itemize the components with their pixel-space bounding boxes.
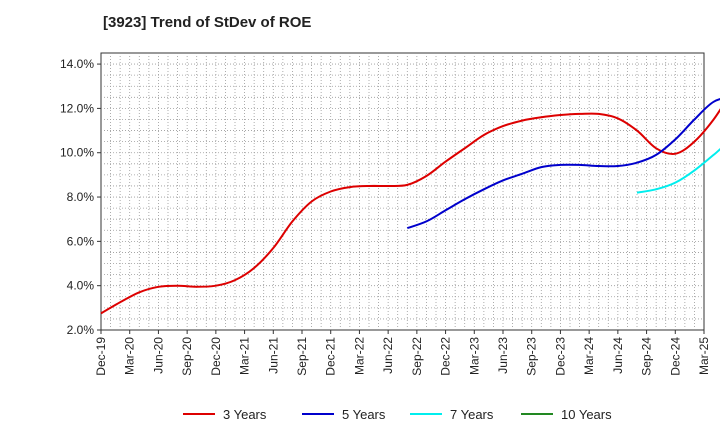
x-tick-label: Jun-21 [266,337,280,374]
y-tick-label: 6.0% [67,234,95,248]
legend: 3 Years 5 Years 7 Years 10 Years [183,407,612,422]
y-tick-label: 2.0% [67,323,95,337]
y-tick-label: 8.0% [67,190,95,204]
x-tick-label: Jun-23 [496,337,510,374]
x-tick-label: Mar-25 [697,337,711,375]
x-tick-label: Sep-22 [410,337,424,376]
x-tick-label: Dec-22 [439,337,453,376]
y-tick-label: 4.0% [67,279,95,293]
x-tick-label: Dec-23 [553,337,567,376]
x-tick-label: Mar-23 [467,337,481,375]
x-tick-label: Jun-24 [611,337,625,374]
series-line-7-years [636,147,720,194]
x-axis: Dec-19 Mar-20 Jun-20 Sep-20 Dec-20 Mar-21 Jun-… [94,330,711,376]
legend-label: 3 Years [223,407,267,422]
legend-label: 5 Years [342,407,386,422]
series-line-5-years [406,98,720,230]
x-tick-label: Mar-21 [238,337,252,375]
grid [101,53,704,330]
legend-label: 10 Years [561,407,612,422]
plot-area [100,52,705,331]
series-lines [100,98,720,315]
x-tick-label: Dec-24 [668,337,682,376]
x-tick-label: Dec-19 [94,337,108,376]
x-tick-label: Sep-21 [295,337,309,376]
x-tick-label: Mar-20 [123,337,137,375]
series-line-3-years [100,108,720,315]
x-tick-label: Sep-24 [640,337,654,376]
chart-title: [3923] Trend of StDev of ROE [103,14,312,31]
x-tick-label: Sep-20 [180,337,194,376]
x-tick-label: Jun-22 [381,337,395,374]
x-tick-label: Mar-22 [352,337,366,375]
x-tick-label: Dec-20 [209,337,223,376]
y-tick-label: 12.0% [60,101,94,115]
y-axis: 2.0% 4.0% 6.0% 8.0% 10.0% 12.0% 14.0% [60,57,101,337]
x-tick-label: Jun-20 [151,337,165,374]
legend-label: 7 Years [450,407,494,422]
y-tick-label: 14.0% [60,57,94,71]
x-tick-label: Mar-24 [582,337,596,375]
x-tick-label: Dec-21 [324,337,338,376]
y-tick-label: 10.0% [60,146,94,160]
x-tick-label: Sep-23 [525,337,539,376]
